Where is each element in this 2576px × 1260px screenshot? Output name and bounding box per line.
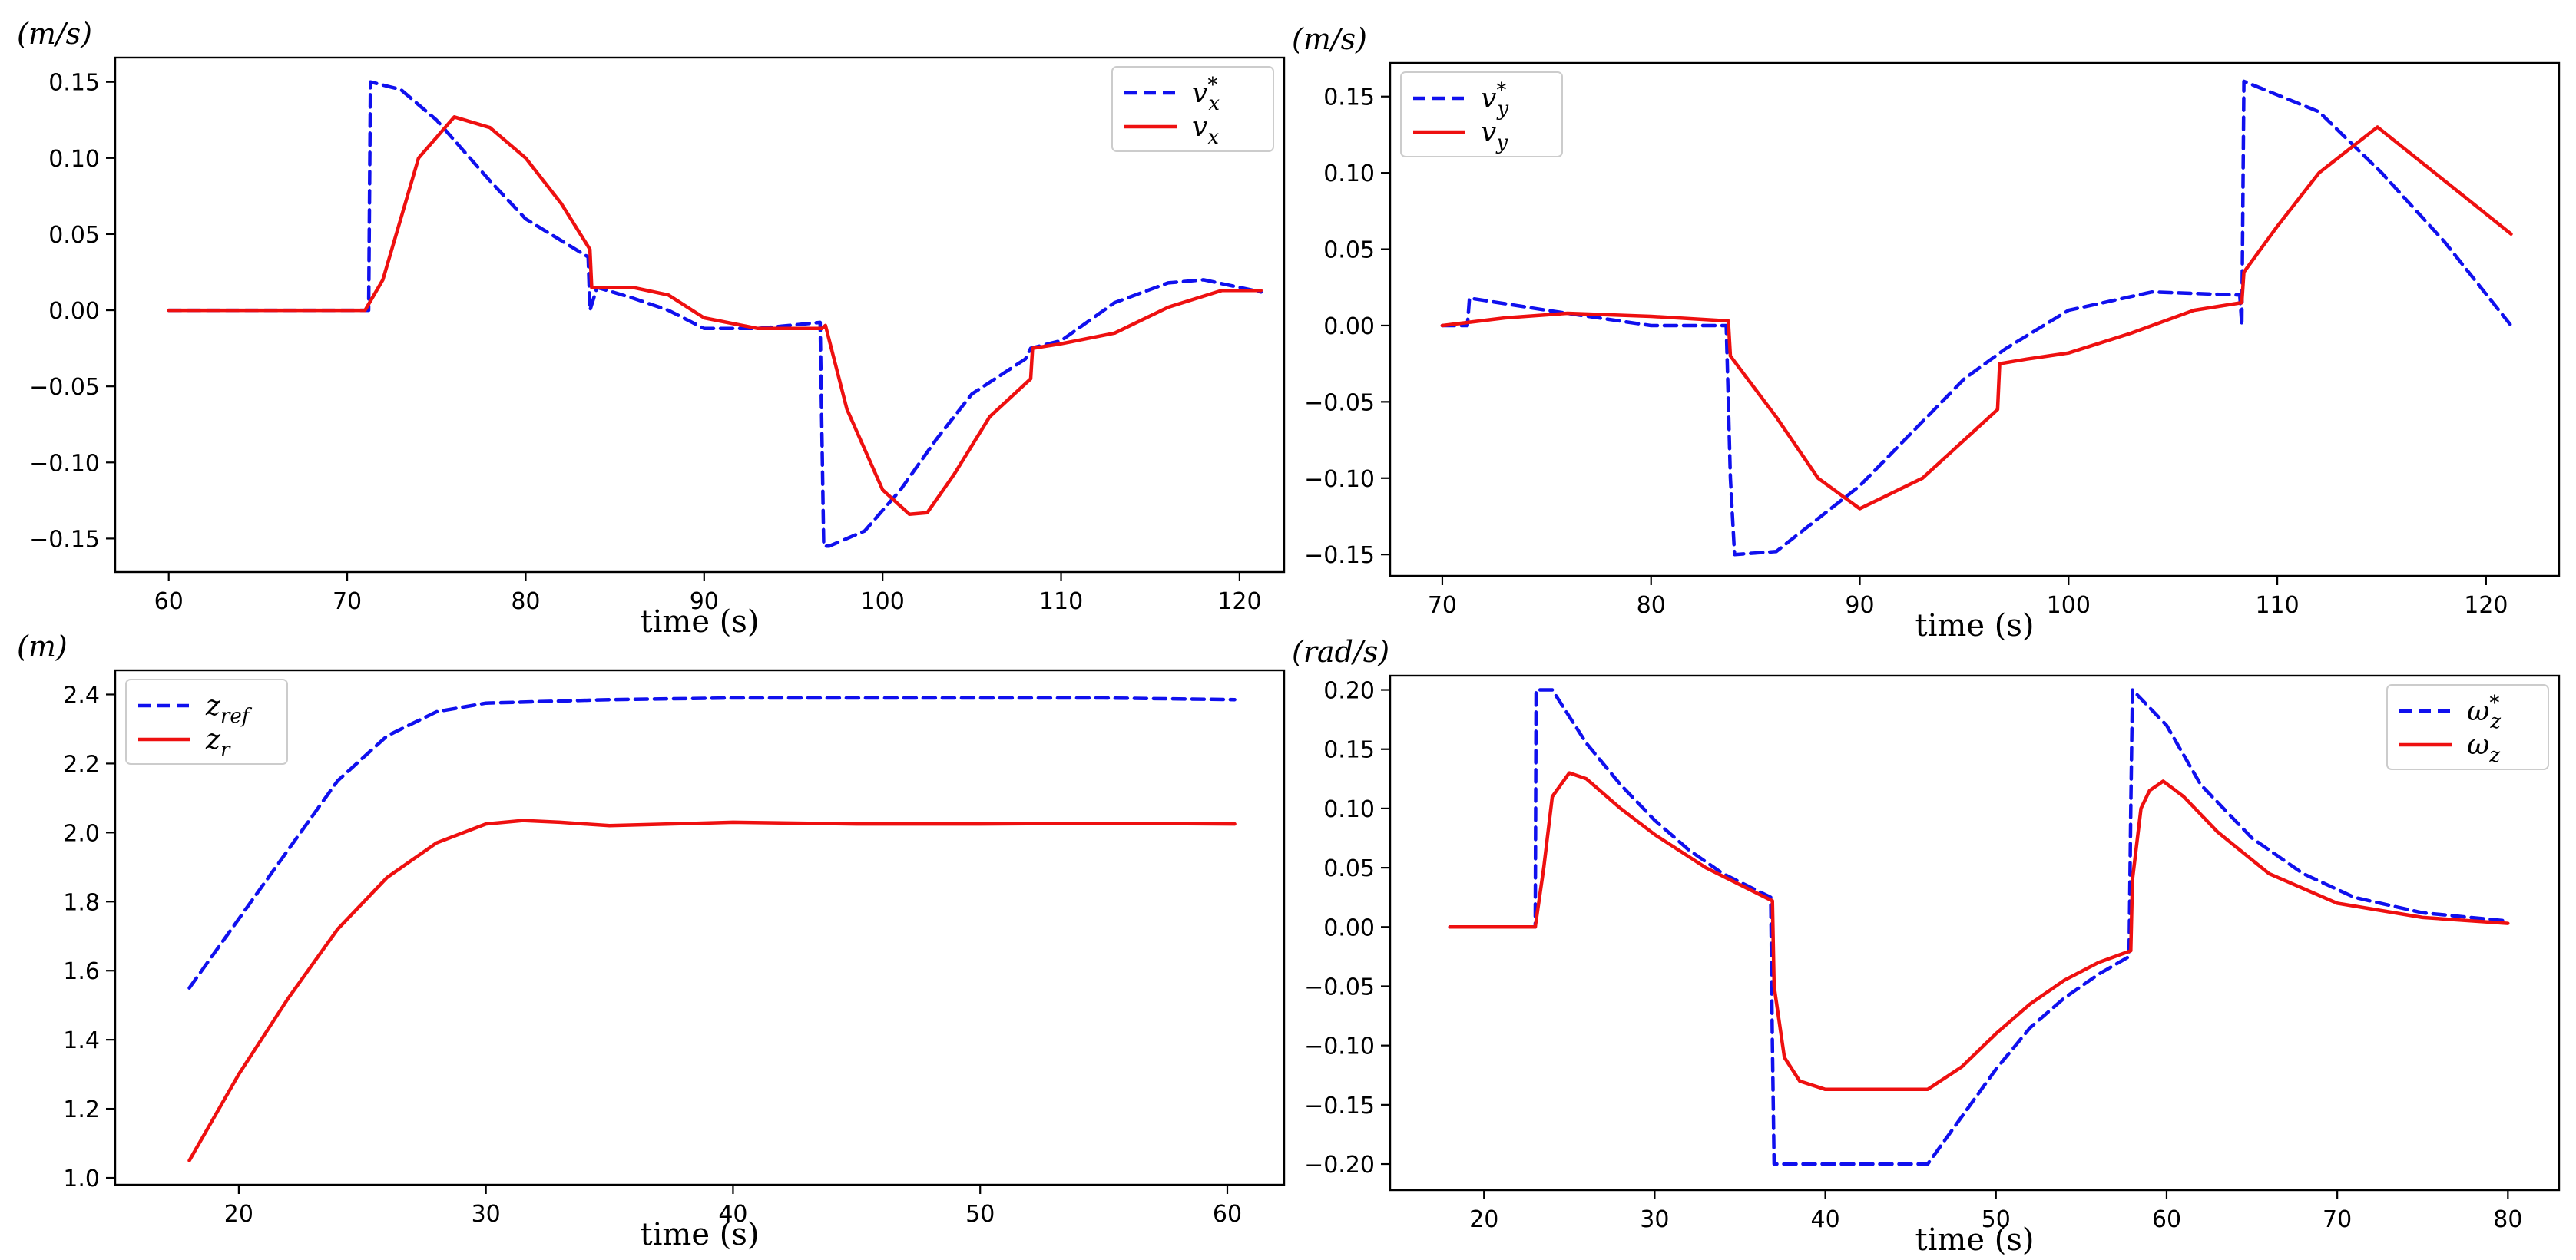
legend-entry-label: vy	[1481, 117, 1508, 154]
x-tick-label: 50	[1982, 1206, 2011, 1233]
legend: v* yvy	[1400, 71, 1563, 157]
axes-frame	[1389, 61, 2561, 577]
y-unit-label: (m/s)	[17, 17, 92, 51]
y-tick-label: 2.4	[63, 682, 100, 709]
x-tick-label: 120	[2464, 592, 2508, 619]
measured-series-line	[187, 819, 1237, 1162]
x-tick-label: 40	[718, 1201, 747, 1228]
x-tick-label: 80	[511, 588, 540, 615]
y-unit-label: (m/s)	[1292, 22, 1367, 56]
y-tick-label: −0.05	[1304, 389, 1375, 416]
y-tick-label: 0.15	[1323, 84, 1375, 111]
y-tick-label: −0.10	[29, 450, 100, 477]
measured-series-line	[1448, 771, 2510, 1092]
y-tick-label: 0.10	[1323, 160, 1375, 187]
legend-box	[125, 679, 288, 765]
panel-z: 20 30 40 50 60 1.0 1.2 1.4 1.6 1.8 2.0 2.2 2.4 (m) tim…	[17, 630, 1286, 1252]
x-tick-label: 30	[472, 1201, 501, 1228]
y-tick-label: 0.00	[1323, 914, 1375, 941]
x-tick-label: 90	[690, 588, 719, 615]
x-tick-label: 110	[2255, 592, 2299, 619]
y-tick-label: 0.10	[48, 146, 100, 173]
x-axis-label: time (s)	[641, 604, 760, 640]
y-tick-label: −0.15	[1304, 1093, 1375, 1119]
y-tick-label: 1.4	[63, 1027, 100, 1054]
measured-series-line	[167, 115, 1263, 516]
panel-wz: 20 30 40 50 60 70 80 −0.20 −0.15 −0.10 −0.05 0.00 0.…	[1292, 635, 2561, 1258]
x-tick-label: 70	[1428, 592, 1457, 619]
legend-entry-label: ω* z	[2467, 692, 2501, 733]
x-tick-label: 50	[965, 1201, 995, 1228]
x-tick-label: 60	[2152, 1206, 2181, 1233]
y-tick-label: 1.6	[63, 958, 100, 985]
x-tick-label: 120	[1217, 588, 1261, 615]
y-tick-label: 0.00	[48, 298, 100, 325]
y-unit-label: (m)	[17, 630, 68, 663]
panel-vx: 60 70 80 90 100 110 120 −0.15 −0.10 −0.05 0.00 0.05…	[17, 17, 1286, 640]
y-tick-label: −0.10	[1304, 1033, 1375, 1060]
reference-series-line	[187, 696, 1237, 990]
y-tick-label: −0.05	[1304, 974, 1375, 1000]
y-tick-label: 0.20	[1323, 678, 1375, 705]
y-tick-label: 0.15	[1323, 737, 1375, 764]
y-tick-label: −0.15	[1304, 542, 1375, 569]
x-tick-label: 20	[224, 1201, 253, 1228]
x-tick-label: 20	[1469, 1206, 1498, 1233]
x-axis-label: time (s)	[641, 1217, 760, 1252]
legend: ω* zωz	[2386, 684, 2549, 770]
y-tick-label: 2.0	[63, 820, 100, 847]
legend-box	[1111, 66, 1274, 152]
y-tick-label: 2.2	[63, 751, 100, 778]
x-tick-label: 60	[154, 588, 184, 615]
x-tick-label: 80	[1637, 592, 1666, 619]
axes-frame	[114, 669, 1286, 1186]
axes-frame	[1389, 674, 2561, 1192]
reference-series-line	[1448, 688, 2510, 1166]
legend-entry-label: zr	[205, 724, 231, 762]
y-tick-label: 1.0	[63, 1166, 100, 1192]
y-tick-label: −0.20	[1304, 1152, 1375, 1179]
x-tick-label: 80	[2493, 1206, 2522, 1233]
x-tick-label: 70	[2323, 1206, 2352, 1233]
x-axis-label: time (s)	[1915, 1222, 2035, 1258]
x-tick-label: 70	[333, 588, 362, 615]
legend-entry-label: v* x	[1192, 74, 1220, 115]
y-tick-label: 0.00	[1323, 313, 1375, 340]
reference-series-line	[1440, 79, 2513, 557]
x-tick-label: 100	[2047, 592, 2091, 619]
x-tick-label: 60	[1213, 1201, 1242, 1228]
y-tick-label: 0.05	[48, 222, 100, 249]
y-tick-label: −0.05	[29, 374, 100, 401]
legend-entry-label: zref	[205, 690, 253, 728]
y-tick-label: 1.2	[63, 1096, 100, 1123]
y-tick-label: 0.15	[48, 70, 100, 97]
y-tick-label: 0.05	[1323, 855, 1375, 882]
y-tick-label: −0.15	[29, 526, 100, 553]
panel-vy: 70 80 90 100 110 120 −0.15 −0.10 −0.05 0.00 0.05 0.…	[1292, 22, 2561, 643]
x-tick-label: 110	[1039, 588, 1083, 615]
legend-entry-label: ωz	[2467, 729, 2500, 767]
legend: v* xvx	[1111, 66, 1274, 152]
y-tick-label: 0.05	[1323, 237, 1375, 264]
y-tick-label: −0.10	[1304, 466, 1375, 493]
axes-frame	[114, 56, 1286, 574]
legend-box	[1400, 71, 1563, 157]
y-tick-label: 0.10	[1323, 796, 1375, 823]
x-axis-label: time (s)	[1915, 608, 2035, 643]
legend-entry-label: vx	[1192, 111, 1219, 149]
y-tick-label: 1.8	[63, 889, 100, 916]
legend-entry-label: v* y	[1481, 79, 1508, 121]
measured-series-line	[1440, 125, 2513, 511]
x-tick-label: 40	[1810, 1206, 1839, 1233]
legend-box	[2386, 684, 2549, 770]
y-unit-label: (rad/s)	[1292, 635, 1389, 669]
x-tick-label: 90	[1845, 592, 1874, 619]
reference-series-line	[167, 80, 1263, 548]
x-tick-label: 30	[1640, 1206, 1669, 1233]
x-tick-label: 100	[861, 588, 905, 615]
